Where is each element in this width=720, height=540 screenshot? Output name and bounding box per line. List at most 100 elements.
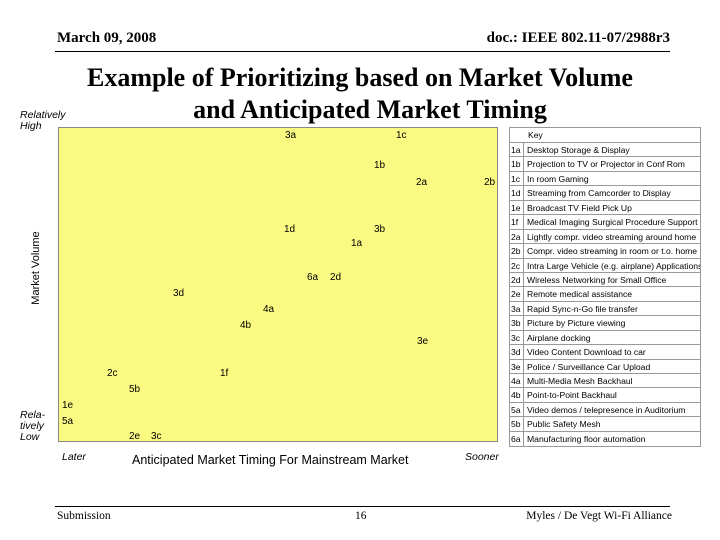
key-description: Intra Large Vehicle (e.g. airplane) Appl…	[527, 260, 700, 271]
key-code: 4b	[510, 388, 524, 402]
key-row: 6a Manufacturing floor automation	[510, 431, 700, 447]
header-divider	[55, 51, 670, 52]
point-label: 3b	[374, 224, 386, 235]
key-row: 1f Medical Imaging Surgical Procedure Sup…	[510, 215, 700, 230]
y-axis-label: Market Volume	[30, 231, 42, 305]
key-code: 1c	[510, 171, 524, 186]
point-label: 1d	[284, 224, 296, 235]
point-label: 3e	[417, 336, 429, 347]
key-row: 2c Intra Large Vehicle (e.g. airplane) Ap…	[510, 258, 700, 273]
key-row: 1a Desktop Storage & Display	[510, 143, 700, 158]
key-row: 3c Airplane docking	[510, 330, 700, 346]
key-description: Projection to TV or Projector in Conf Ro…	[527, 159, 685, 170]
key-description: Video demos / telepresence in Auditorium	[527, 404, 686, 415]
key-row: 3b Picture by Picture viewing	[510, 316, 700, 331]
key-code: 4a	[510, 374, 524, 388]
key-code: 3a	[510, 301, 524, 316]
point-label: 3d	[173, 288, 185, 299]
point-label: 1e	[62, 400, 74, 411]
key-row: 2e Remote medical assistance	[510, 287, 700, 302]
point-label: 2e	[129, 431, 141, 442]
footer-divider	[55, 506, 670, 507]
point-label: 1c	[396, 130, 407, 141]
key-code: 6a	[510, 431, 524, 447]
key-code: 2a	[510, 229, 524, 244]
key-row: 1e Broadcast TV Field Pick Up	[510, 200, 700, 216]
key-description: Multi-Media Mesh Backhaul	[527, 376, 633, 386]
key-row: 1d Streaming from Camcorder to Display	[510, 186, 700, 201]
slide-title-line2: and Anticipated Market Timing	[193, 95, 547, 124]
key-code: 3d	[510, 345, 524, 359]
key-code: 3c	[510, 330, 524, 345]
key-row: 1c In room Gaming	[510, 171, 700, 187]
key-description: Streaming from Camcorder to Display	[527, 188, 671, 199]
y-axis-low-line: tively	[20, 420, 44, 432]
x-axis-later-label: Later	[62, 451, 86, 463]
key-description: Public Safety Mesh	[527, 419, 601, 430]
key-description: In room Gaming	[527, 173, 589, 184]
slide-title-line1: Example of Prioritizing based on Market …	[87, 63, 633, 92]
header-doc-id: doc.: IEEE 802.11-07/2988r3	[486, 30, 670, 46]
key-description: Lightly compr. video streaming around ho…	[527, 231, 697, 242]
key-table: Key 1a Desktop Storage & Display 1b Project…	[509, 127, 701, 448]
key-description: Wireless Networking for Small Office	[527, 274, 667, 285]
key-row: 3e Police / Surveillance Car Upload	[510, 359, 700, 374]
point-label: 2a	[416, 177, 428, 188]
key-description: Airplane docking	[527, 332, 591, 343]
key-description: Desktop Storage & Display	[527, 145, 630, 155]
key-row: 2b Compr. video streaming in room or t.o.…	[510, 244, 700, 259]
point-label: 2d	[330, 272, 342, 283]
x-axis-label: Anticipated Market Timing For Mainstream…	[132, 453, 409, 467]
footer-submission: Submission	[57, 510, 111, 522]
key-row: 5a Video demos / telepresence in Auditori…	[510, 402, 700, 418]
point-label: 1f	[220, 368, 229, 379]
key-code: 2e	[510, 287, 524, 301]
key-code: 2c	[510, 258, 524, 272]
y-axis-high-label: Relatively High	[20, 109, 66, 132]
key-description: Rapid Sync-n-Go file transfer	[527, 303, 638, 314]
key-code: 2d	[510, 272, 524, 287]
point-label: 3c	[151, 431, 162, 442]
plot-area: 3a 1c 1b 2a 2b 1d 3b 1a 6a 2d 3d 4a 4b 3…	[58, 127, 498, 442]
key-row: 2d Wireless Networking for Small Office	[510, 272, 700, 288]
key-row: 1b Projection to TV or Projector in Conf …	[510, 157, 700, 172]
key-description: Medical Imaging Surgical Procedure Suppo…	[527, 217, 698, 228]
key-description: Picture by Picture viewing	[527, 318, 626, 329]
key-row: 3a Rapid Sync-n-Go file transfer	[510, 301, 700, 317]
footer-authors: Myles / De Vegt Wi-Fi Alliance	[526, 510, 672, 522]
key-code: 3e	[510, 359, 524, 373]
key-rows: 1a Desktop Storage & Display 1b Projection …	[510, 143, 700, 447]
point-label: 6a	[307, 272, 319, 283]
key-description: Manufacturing floor automation	[527, 433, 646, 444]
point-label: 4a	[263, 304, 275, 315]
key-code: 2b	[510, 244, 524, 258]
key-description: Point-to-Point Backhaul	[527, 390, 617, 401]
key-code: 1b	[510, 157, 524, 171]
key-row: 5b Public Safety Mesh	[510, 417, 700, 432]
point-label: 5a	[62, 416, 74, 427]
key-row: 4a Multi-Media Mesh Backhaul	[510, 374, 700, 389]
key-code: 5a	[510, 402, 524, 417]
key-code: 1a	[510, 143, 524, 157]
y-axis-low-line: Rela-	[20, 409, 46, 421]
key-code: 1e	[510, 200, 524, 215]
x-axis-sooner-label: Sooner	[465, 451, 499, 463]
point-label: 2b	[484, 177, 496, 188]
key-description: Video Content Download to car	[527, 347, 646, 358]
key-description: Broadcast TV Field Pick Up	[527, 202, 632, 213]
key-code: 3b	[510, 316, 524, 330]
key-description: Police / Surveillance Car Upload	[527, 361, 651, 372]
y-axis-low-line: Low	[20, 431, 40, 443]
point-label: 5b	[129, 384, 141, 395]
key-code: 1d	[510, 186, 524, 200]
y-axis-low-label: Rela- tively Low	[20, 410, 45, 443]
key-description: Remote medical assistance	[527, 289, 633, 300]
point-label: 4b	[240, 320, 252, 331]
key-row: 2a Lightly compr. video streaming around …	[510, 229, 700, 245]
footer-page-number: 16	[355, 510, 367, 522]
key-code: 1f	[510, 215, 524, 229]
point-label: 1a	[351, 238, 363, 249]
key-code: 5b	[510, 417, 524, 431]
point-label: 3a	[285, 130, 297, 141]
key-row: 3d Video Content Download to car	[510, 345, 700, 360]
